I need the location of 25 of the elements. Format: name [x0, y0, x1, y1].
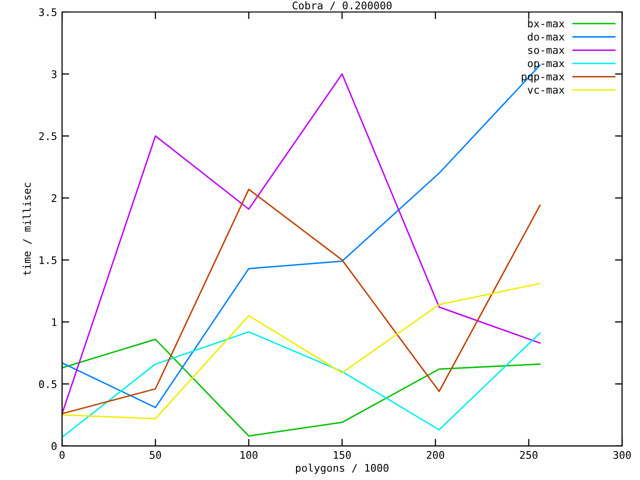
x-tick-label: 50 [150, 451, 162, 459]
y-tick-label: 1 [52, 318, 57, 326]
x-tick-label: 200 [426, 451, 444, 459]
y-tick-label: 0.5 [39, 380, 56, 388]
y-tick-label: 1.5 [40, 256, 56, 264]
line-series [62, 282, 541, 420]
x-axis-title: polygons / 1000 [296, 464, 388, 474]
x-tick-label: 250 [520, 451, 538, 459]
x-tick-label: 100 [240, 451, 258, 459]
y-tick-label: 2.5 [39, 132, 56, 140]
chart-title: Cobra / 0.200000 [292, 1, 392, 10]
line-series [62, 188, 541, 414]
x-tick-label: 300 [613, 451, 631, 459]
x-tick-label: 150 [334, 451, 351, 459]
y-tick-label: 0 [52, 442, 57, 450]
y-axis-title: time / millisec [22, 182, 32, 276]
y-tick-label: 3 [52, 70, 56, 78]
x-tick-label: 0 [60, 451, 65, 459]
legend-label: op-max [528, 61, 564, 70]
legend-label: do-max [528, 32, 564, 41]
legend-label: vc-max [528, 88, 564, 94]
y-tick-label: 3.5 [39, 8, 56, 16]
legend-label: bx-max [528, 19, 564, 28]
y-tick-label: 2 [52, 194, 56, 202]
legend-label: so-max [528, 48, 564, 54]
